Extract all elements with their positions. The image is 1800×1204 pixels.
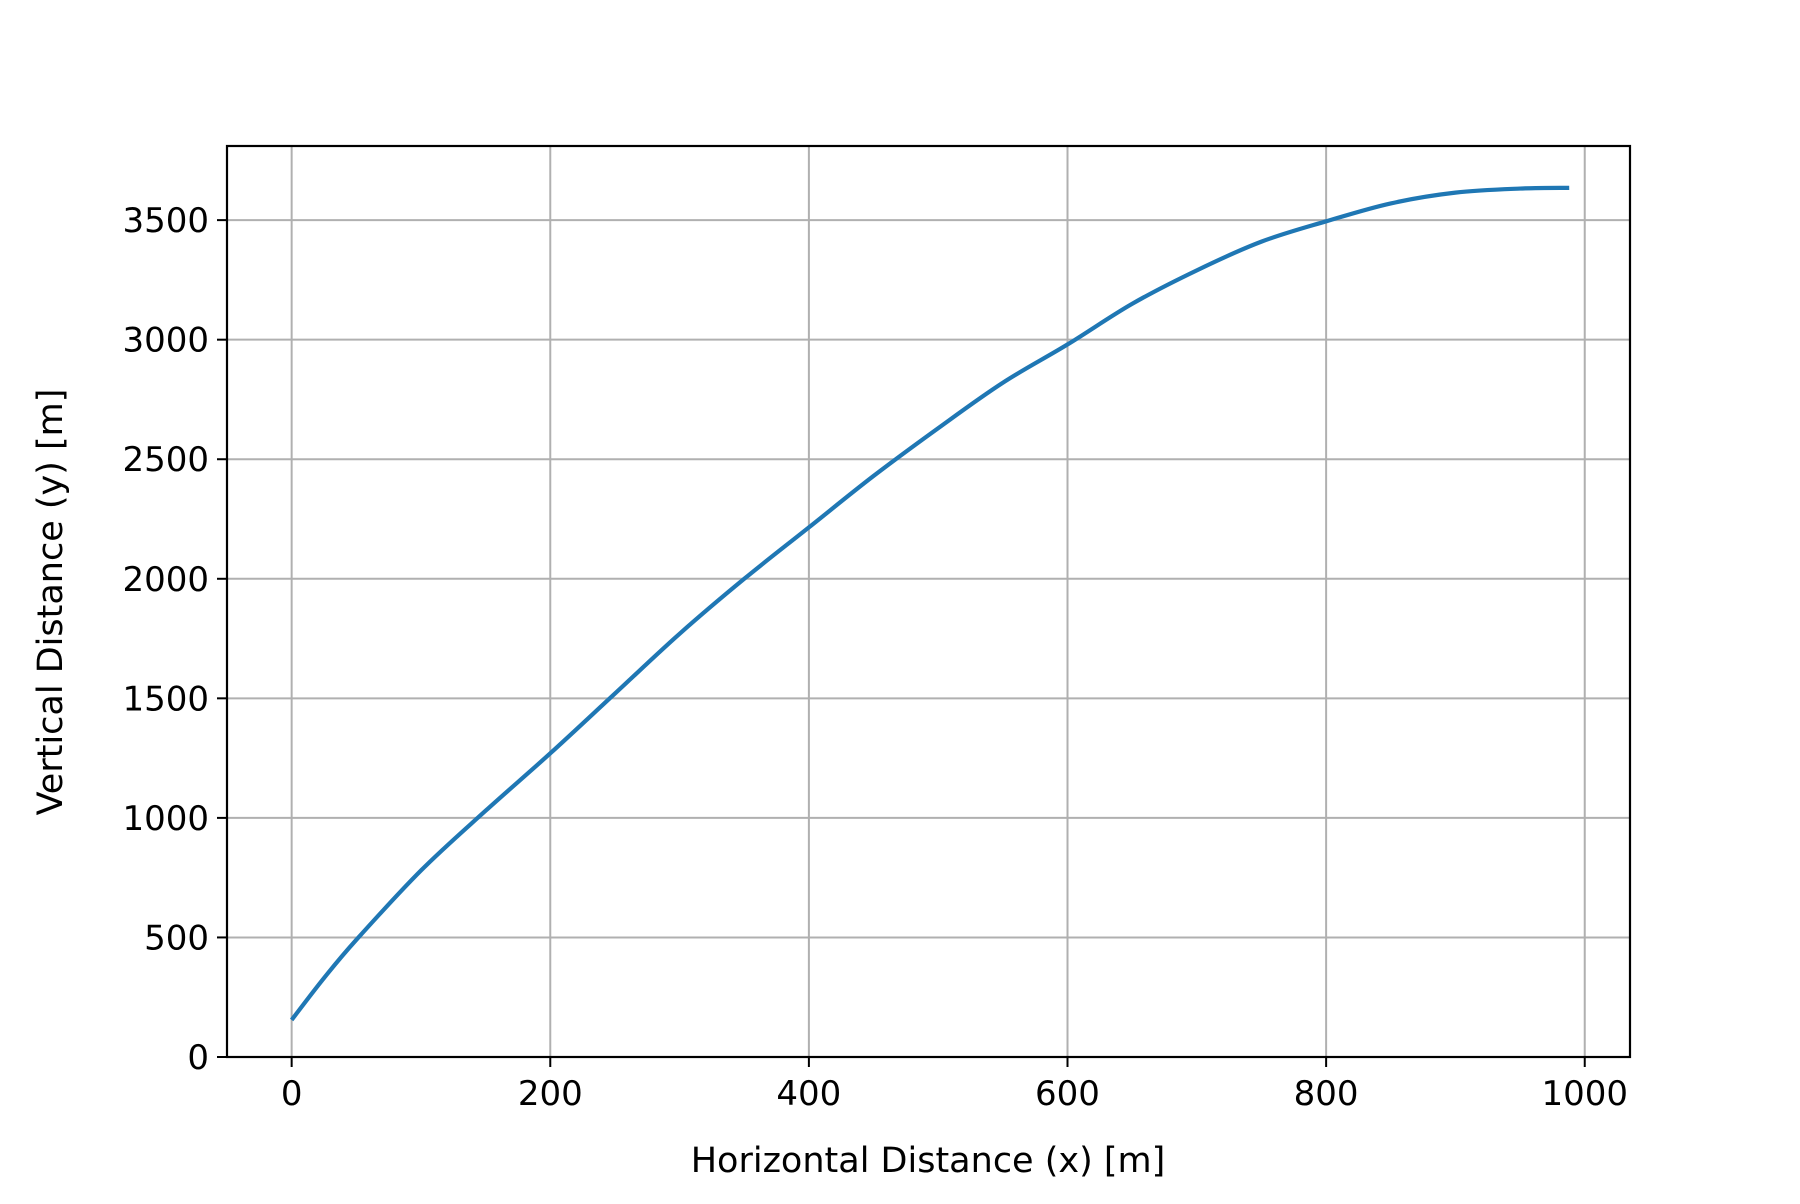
x-tick-label: 600 bbox=[1035, 1074, 1100, 1114]
x-axis-label: Horizontal Distance (x) [m] bbox=[691, 1141, 1166, 1181]
x-tick-label: 0 bbox=[281, 1074, 303, 1114]
y-tick-label: 0 bbox=[187, 1038, 209, 1078]
plot-area-frame bbox=[225, 144, 1632, 1059]
x-tick-label: 200 bbox=[518, 1074, 583, 1114]
ticks: 0 200 400 600 800 1000 0 500 1000 1500 2000 2500 300… bbox=[122, 201, 1628, 1114]
y-axis-label: Vertical Distance (y) [m] bbox=[31, 389, 71, 816]
y-tick-label: 1000 bbox=[122, 799, 209, 839]
y-tick-label: 2000 bbox=[122, 560, 209, 600]
y-tick-label: 1500 bbox=[122, 679, 209, 719]
y-tick-label: 3500 bbox=[122, 201, 209, 241]
series-layer bbox=[289, 185, 1570, 1022]
x-tick-label: 1000 bbox=[1541, 1074, 1628, 1114]
grid bbox=[227, 146, 1630, 1058]
y-tick-label: 2500 bbox=[122, 440, 209, 480]
x-tick-label: 800 bbox=[1294, 1074, 1359, 1114]
trajectory-line bbox=[289, 185, 1570, 1022]
x-tick-label: 400 bbox=[776, 1074, 841, 1114]
y-tick-label: 3000 bbox=[122, 321, 209, 361]
y-tick-label: 500 bbox=[144, 918, 209, 958]
